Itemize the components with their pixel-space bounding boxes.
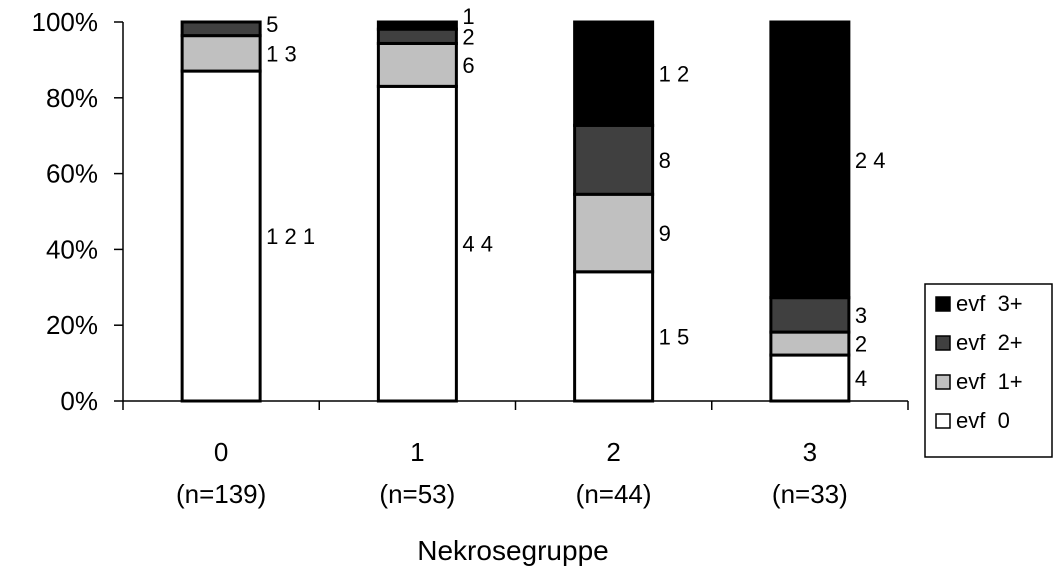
bar-segment-0-0 — [180, 69, 262, 403]
bar-segment-0-1 — [180, 34, 262, 73]
x-tick-label-0: 0 — [214, 437, 228, 467]
data-label-0-2: 5 — [266, 12, 278, 37]
data-label-2-0: 1 5 — [659, 324, 690, 349]
data-label-2-2: 8 — [659, 148, 671, 173]
legend-label-0: evf 0 — [956, 408, 1010, 433]
y-tick-label-2: 40% — [46, 234, 98, 264]
legend-swatch-2 — [935, 335, 951, 351]
bar-segment-1-2 — [376, 27, 458, 45]
data-label-2-3: 1 2 — [659, 62, 690, 87]
y-tick-label-4: 80% — [46, 83, 98, 113]
y-tick-label-1: 20% — [46, 310, 98, 340]
x-axis-title: Nekrosegruppe — [417, 535, 608, 566]
bar-segment-2-3 — [573, 20, 655, 127]
x-tick-label-2: 2 — [606, 437, 620, 467]
bars-layer — [180, 20, 851, 403]
legend: evf 3+ evf 2+ evf 1+ evf 0 — [924, 283, 1053, 458]
data-label-1-2: 2 — [462, 24, 474, 49]
legend-label-1: evf 1+ — [956, 369, 1023, 394]
axes-layer: 0% 20% 40% 60% 80% 100% — [32, 7, 909, 416]
data-label-3-3: 2 4 — [855, 148, 886, 173]
bar-segment-3-3 — [769, 20, 851, 300]
data-label-0-1: 1 3 — [266, 41, 297, 66]
bar-segment-1-1 — [376, 41, 458, 88]
data-label-1-1: 6 — [462, 53, 474, 78]
bar-segment-0-2 — [180, 20, 262, 38]
data-label-2-1: 9 — [659, 221, 671, 246]
legend-label-3: evf 3+ — [956, 291, 1023, 316]
bar-segment-2-2 — [573, 123, 655, 196]
bar-segment-2-0 — [573, 270, 655, 403]
x-count-label-3: (n=33) — [772, 479, 848, 509]
y-tick-label-0: 0% — [60, 386, 98, 416]
bar-segment-2-1 — [573, 192, 655, 274]
y-tick-label-3: 60% — [46, 159, 98, 189]
legend-label-2: evf 2+ — [956, 330, 1023, 355]
bar-segment-3-0 — [769, 353, 851, 403]
y-tick-label-5: 100% — [32, 7, 99, 37]
data-label-3-1: 2 — [855, 332, 867, 357]
data-label-3-0: 4 — [855, 366, 867, 391]
data-label-1-0: 4 4 — [462, 232, 493, 257]
bar-segment-3-2 — [769, 296, 851, 334]
data-label-0-0: 1 2 1 — [266, 224, 315, 249]
legend-swatch-1 — [935, 374, 951, 390]
bar-segment-1-0 — [376, 84, 458, 403]
x-count-label-1: (n=53) — [379, 479, 455, 509]
bar-segment-1-3 — [376, 20, 458, 31]
bar-segment-3-1 — [769, 330, 851, 357]
legend-swatch-3 — [935, 296, 951, 312]
x-count-label-2: (n=44) — [576, 479, 652, 509]
x-tick-label-3: 3 — [803, 437, 817, 467]
data-label-1-3: 1 — [462, 4, 474, 29]
x-count-label-0: (n=139) — [176, 479, 266, 509]
legend-swatch-0 — [935, 413, 951, 429]
x-tick-label-1: 1 — [410, 437, 424, 467]
data-label-3-2: 3 — [855, 303, 867, 328]
